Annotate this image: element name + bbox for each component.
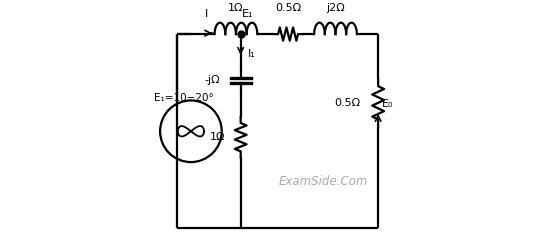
Text: I₁: I₁ bbox=[248, 49, 256, 59]
Text: I: I bbox=[205, 9, 208, 19]
Text: 1Ω: 1Ω bbox=[228, 3, 244, 13]
Text: E₁=10−20°: E₁=10−20° bbox=[154, 93, 214, 103]
Text: j2Ω: j2Ω bbox=[326, 3, 345, 13]
Text: E₀: E₀ bbox=[382, 99, 393, 109]
Text: 1Ω: 1Ω bbox=[210, 132, 225, 142]
Text: -jΩ: -jΩ bbox=[205, 75, 220, 85]
Text: 0.5Ω: 0.5Ω bbox=[334, 98, 361, 108]
Text: ExamSide.Com: ExamSide.Com bbox=[279, 174, 368, 187]
Text: 0.5Ω: 0.5Ω bbox=[275, 3, 301, 13]
Text: E₁: E₁ bbox=[242, 9, 254, 19]
